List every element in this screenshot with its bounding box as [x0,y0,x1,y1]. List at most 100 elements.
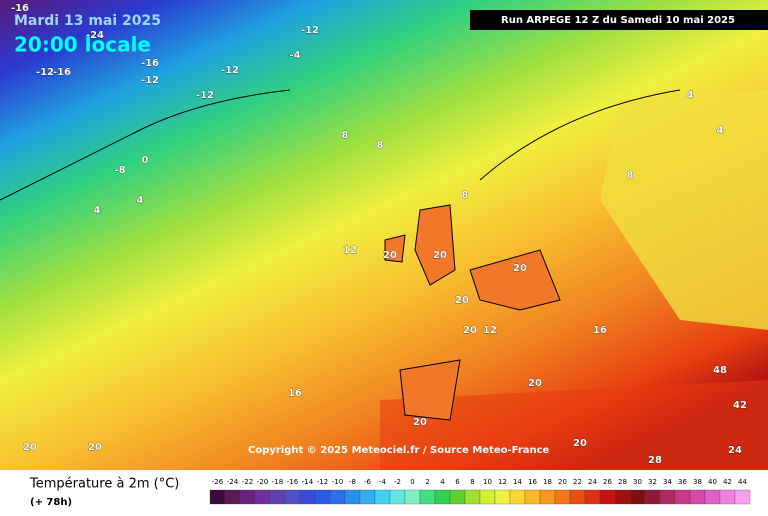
legend-tick-label: -4 [379,478,387,486]
legend-swatch [494,489,511,505]
isotherm-label: 16 [288,388,302,399]
legend-swatch [509,489,526,505]
isotherm-label: 20 [88,442,102,453]
legend-swatch [314,489,331,505]
isotherm-label: -16 [141,58,159,69]
legend-tick-label: -10 [332,478,343,486]
legend-swatch [284,489,301,505]
isotherm-label: 20 [513,263,527,274]
forecast-date: Mardi 13 mai 2025 [14,13,161,29]
copyright: Copyright © 2025 Meteociel.fr / Source M… [248,445,550,456]
legend-tick-label: -8 [349,478,356,486]
legend-swatch [539,489,556,505]
legend-tick-label: -22 [242,478,253,486]
legend-tick-label: 44 [738,478,747,486]
land-west-europe [384,204,561,421]
legend-tick-label: -24 [227,478,239,486]
legend-swatch [704,489,721,505]
legend-swatch [464,489,481,505]
isotherm-label: -12 [301,25,319,36]
isotherm-label: -24 [86,30,104,41]
legend-tick-label: 32 [648,478,657,486]
legend-title: Température à 2m (°C) [29,477,179,492]
legend-swatch [389,489,406,505]
legend-tick-label: 34 [663,478,672,486]
legend-swatch [254,489,271,505]
legend-tick-label: -14 [302,478,314,486]
legend-tick-label: 28 [618,478,627,486]
legend-swatch [374,489,391,505]
africa-heat [380,380,768,470]
run-info: Run ARPEGE 12 Z du Samedi 10 mai 2025 [501,15,735,26]
legend-swatch [584,489,601,505]
isotherm-label: 20 [433,250,447,261]
legend-tick-label: -2 [394,478,401,486]
isotherm-label: 8 [377,140,384,151]
isotherm-label: 8 [627,170,634,181]
isotherm-label: 8 [462,190,469,201]
legend-swatch [689,489,706,505]
legend-tick-label: 38 [693,478,702,486]
legend-subtitle: (+ 78h) [30,497,72,508]
legend-swatch [629,489,646,505]
legend-tick-label: -18 [272,478,283,486]
isotherm-label: -4 [289,50,300,61]
legend-swatch [359,489,376,505]
legend-swatch [674,489,691,505]
isotherm-label: -16 [11,3,29,14]
isotherm-label: 16 [593,325,607,336]
forecast-time: 20:00 locale [14,33,151,57]
isotherm-label: 20 [573,438,587,449]
isotherm-label: 42 [733,400,747,411]
legend-tick-label: 42 [723,478,732,486]
legend-swatch [434,489,451,505]
isotherm-label: 4 [717,125,724,136]
legend-tick-label: 36 [678,478,687,486]
isotherm-label: -8 [114,165,125,176]
legend-tick-label: 40 [708,478,717,486]
isotherm-label: 4 [94,205,101,216]
legend-tick-label: 24 [588,478,597,486]
isotherm-label: 48 [713,365,727,376]
isotherm-label: 20 [413,417,427,428]
isotherm-label: 20 [528,378,542,389]
legend-swatch [299,489,316,505]
legend-swatch [224,489,241,505]
legend-swatch [719,489,736,505]
legend-swatch [524,489,541,505]
legend-swatch [239,489,256,505]
legend-swatch [599,489,616,505]
isotherm-label: 20 [463,325,477,336]
legend-tick-label: -26 [212,478,224,486]
legend-swatch [614,489,631,505]
legend-tick-label: 0 [410,478,414,486]
legend-tick-label: -6 [364,478,372,486]
legend-swatch [479,489,496,505]
legend-swatch [659,489,676,505]
land-east [600,90,768,330]
legend-tick-label: 14 [513,478,522,486]
legend-tick-label: 10 [483,478,492,486]
isotherm-label: -12 [141,75,159,86]
legend-swatch [554,489,571,505]
legend-tick-label: 2 [425,478,429,486]
legend-tick-label: -12 [317,478,328,486]
isotherm-label: -12 [196,90,214,101]
isotherm-label: 20 [383,250,397,261]
legend-swatch [734,489,751,505]
legend-tick-label: -16 [287,478,299,486]
isotherm-label: 0 [142,155,149,166]
isotherm-label: 28 [648,455,662,466]
legend-tick-label: 18 [543,478,552,486]
isotherm-label: 20 [23,442,37,453]
run-box [470,10,768,30]
legend-swatch [644,489,661,505]
legend-swatch [269,489,286,505]
isotherm-label: -12 [221,65,239,76]
legend-tick-label: 26 [603,478,612,486]
isotherm-label: 20 [455,295,469,306]
isotherm-label: 24 [728,445,742,456]
isotherm-label: -12 [36,67,54,78]
isotherm-label: 4 [137,195,144,206]
